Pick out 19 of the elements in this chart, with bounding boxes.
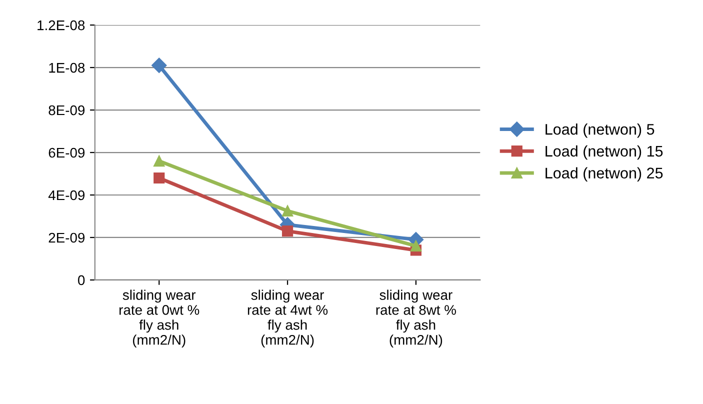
legend-label: Load (netwon) 5	[546, 124, 654, 138]
legend-label: Load (netwon) 15	[546, 145, 663, 160]
point	[154, 155, 165, 167]
x-tick-label: sliding wear rate at 0wt % fly ash (mm2/N)	[120, 290, 200, 348]
point	[282, 205, 294, 216]
legend-label: Load (netwon) 25	[546, 167, 663, 182]
y-tick-label: 2E-09	[48, 232, 85, 243]
y-tick-label: 4E-09	[48, 190, 85, 200]
y-tick-label: 1.2E-08	[38, 20, 85, 30]
x-tick-label: sliding wear rate at 8wt % fly ash (mm2/N)	[376, 290, 456, 348]
y-tick-label: 1E-08	[49, 62, 85, 73]
y-tick-label: 8E-09	[48, 105, 85, 116]
point	[282, 226, 294, 237]
y-tick-label: 6E-09	[48, 148, 85, 158]
y-tick-label: 0	[78, 275, 85, 286]
x-tick-label: sliding wear rate at 4wt % fly ash (mm2/N)	[248, 290, 328, 348]
point	[152, 58, 167, 73]
point	[410, 240, 422, 252]
point	[154, 172, 165, 184]
